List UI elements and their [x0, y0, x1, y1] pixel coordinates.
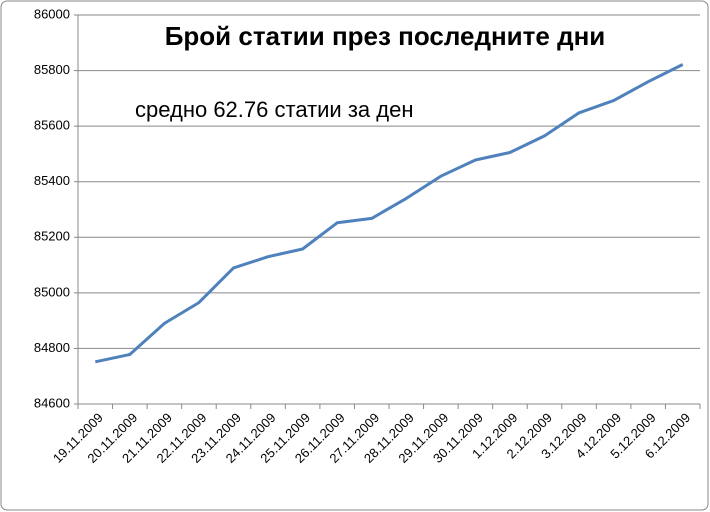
chart-title: Брой статии през последните дни	[165, 21, 606, 51]
y-tick-label: 85000	[34, 284, 70, 299]
y-tick-label: 85200	[34, 229, 70, 244]
y-tick-label: 85600	[34, 118, 70, 133]
line	[94, 63, 684, 364]
y-tick-label: 85800	[34, 62, 70, 77]
y-tick-label: 84800	[34, 340, 70, 355]
y-tick-label: 85400	[34, 173, 70, 188]
y-tick-label: 84600	[34, 395, 70, 410]
y-tick-label: 86000	[34, 6, 70, 21]
annotation: средно 62.76 статии за ден	[135, 97, 414, 122]
